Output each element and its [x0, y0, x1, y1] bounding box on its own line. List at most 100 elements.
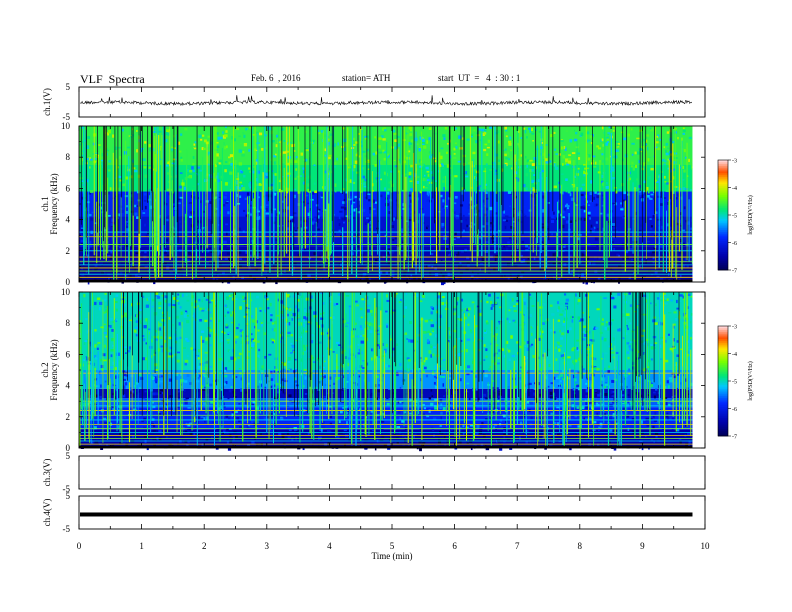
spectrogram-cell	[274, 261, 277, 265]
spectrogram-cell	[216, 145, 220, 149]
spectrogram-cell	[667, 259, 669, 263]
spectrogram-cell	[432, 429, 435, 431]
spectrogram-cell	[452, 157, 457, 159]
ch1-trace	[79, 95, 693, 107]
spectrogram-cell	[657, 258, 660, 261]
spectrogram-cell	[688, 136, 692, 140]
spectrogram-cell	[87, 126, 90, 129]
spectrogram-cell	[136, 216, 139, 219]
spectrogram-cell	[403, 411, 407, 414]
spectrogram-cell	[242, 150, 245, 154]
spectrogram-cell	[553, 386, 555, 389]
spectrogram-cell	[515, 303, 519, 305]
spectrogram-cell	[264, 175, 269, 179]
spectrogram-cell	[493, 222, 496, 225]
spectrogram-cell	[252, 166, 256, 168]
spectrogram-cell	[603, 413, 606, 416]
spectrogram-cell	[562, 377, 565, 381]
spectrogram-cell	[98, 144, 101, 147]
spectrogram-cell	[182, 392, 186, 396]
spectrogram-cell	[144, 265, 148, 268]
spectrogram-cell	[429, 252, 434, 255]
spectrogram-cell	[665, 142, 669, 146]
spectrogram-cell	[192, 372, 195, 375]
spectrogram-cell	[140, 176, 144, 180]
spectrogram-cell	[378, 419, 382, 424]
spectrogram-cell	[505, 157, 508, 160]
spectrogram-cell	[386, 191, 390, 195]
spectrogram-cell	[538, 242, 541, 246]
spectrogram-cell	[550, 219, 555, 223]
spectrogram-cell	[440, 281, 445, 286]
spectrogram-cell	[119, 245, 122, 249]
spectrogram-cell	[383, 171, 386, 175]
spectrogram-cell	[106, 162, 108, 167]
spectrogram-cell	[685, 314, 688, 318]
spectrogram-cell	[583, 372, 585, 376]
spectrogram-cell	[425, 271, 429, 274]
spectrogram-cell	[378, 345, 382, 349]
spectrogram-cell	[663, 175, 666, 179]
spectrogram-cell	[238, 189, 242, 192]
spectrogram-cell	[224, 134, 228, 138]
spectrogram-cell	[461, 231, 464, 234]
spectrogram-cell	[134, 204, 137, 208]
spectrogram-cell	[180, 158, 183, 162]
spectrogram-cell	[682, 178, 685, 181]
spectrogram-cell	[669, 347, 673, 351]
spectrogram-cell	[611, 223, 616, 226]
spectrogram-cell	[598, 385, 601, 390]
spectrogram-cell	[196, 275, 200, 278]
spectrogram-cell	[678, 181, 683, 184]
spectrogram-cell	[529, 188, 533, 190]
spectrogram-cell	[224, 390, 228, 392]
y-axis-label: Frequency (kHz)	[49, 173, 59, 234]
spectrogram-cell	[676, 193, 681, 197]
spectrogram-cell	[564, 147, 567, 151]
spectrogram-cell	[161, 392, 164, 395]
spectrogram-cell	[673, 265, 677, 269]
spectrogram-cell	[165, 164, 169, 167]
spectrogram-cell	[634, 151, 637, 155]
spectrogram-cell	[642, 369, 646, 372]
spectrogram-cell	[326, 332, 329, 335]
spectrogram-cell	[664, 160, 667, 163]
spectrogram-cell	[199, 200, 202, 204]
spectrogram-cell	[653, 395, 656, 399]
spectrogram-cell	[265, 204, 269, 207]
spectrogram-cell	[250, 423, 253, 427]
spectrogram-cell	[243, 419, 246, 422]
spectrogram-cell	[583, 163, 586, 166]
spectrogram-cell	[226, 338, 230, 341]
spectrogram-cell	[153, 352, 156, 356]
spectrogram-cell	[154, 199, 157, 202]
spectrogram-cell	[507, 158, 510, 161]
spectrogram-cell	[245, 303, 249, 307]
spectrogram-cell	[593, 165, 597, 168]
spectrogram-cell	[643, 138, 646, 142]
spectrogram-cell	[682, 264, 686, 268]
spectrogram-cell	[392, 412, 395, 415]
colorbar-cell	[718, 204, 728, 207]
spectrogram-cell	[648, 447, 650, 450]
spectrogram-cell	[470, 198, 473, 201]
spectrogram-cell	[598, 426, 602, 430]
spectrogram-cell	[574, 221, 577, 224]
spectrogram-cell	[667, 385, 670, 389]
spectrogram-cell	[297, 190, 301, 194]
spectrogram-cell	[524, 268, 529, 272]
spectrogram-cell	[273, 404, 277, 406]
spectrogram-cell	[542, 195, 546, 199]
spectrogram-cell	[338, 223, 341, 227]
spectrogram-cell	[375, 151, 378, 155]
spectrogram-cell	[426, 171, 430, 173]
spectrogram-cell	[205, 214, 208, 218]
spectrogram-cell	[679, 188, 683, 191]
spectrogram-cell	[287, 232, 290, 235]
spectrogram-cell	[126, 246, 129, 249]
spectrogram-cell	[601, 138, 605, 142]
spectrogram-cell	[80, 229, 84, 231]
spectrogram-cell	[115, 308, 118, 312]
spectrogram-cell	[539, 436, 542, 438]
